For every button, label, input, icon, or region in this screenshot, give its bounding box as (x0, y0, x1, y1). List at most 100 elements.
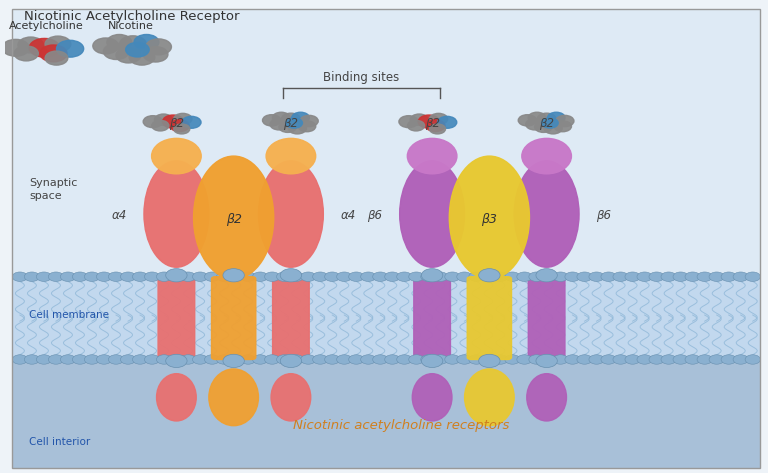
Circle shape (129, 49, 155, 65)
Circle shape (121, 355, 136, 364)
Circle shape (556, 115, 574, 127)
Circle shape (445, 355, 460, 364)
Circle shape (180, 355, 196, 364)
Ellipse shape (271, 374, 311, 421)
Text: Synaptic
space: Synaptic space (29, 177, 78, 201)
Circle shape (526, 119, 544, 130)
Circle shape (72, 355, 88, 364)
Circle shape (163, 115, 184, 128)
Circle shape (478, 269, 500, 282)
Circle shape (29, 38, 59, 57)
Text: Nicotinic Acetylcholine Receptor: Nicotinic Acetylcholine Receptor (24, 10, 239, 23)
Circle shape (745, 272, 760, 281)
Circle shape (36, 355, 51, 364)
Circle shape (721, 355, 737, 364)
FancyBboxPatch shape (414, 277, 451, 359)
Circle shape (429, 124, 445, 134)
Circle shape (157, 272, 172, 281)
Circle shape (217, 355, 232, 364)
Circle shape (410, 114, 429, 125)
Circle shape (535, 122, 552, 132)
Circle shape (529, 272, 544, 281)
Circle shape (528, 112, 546, 123)
FancyBboxPatch shape (211, 277, 256, 359)
Circle shape (240, 272, 256, 281)
Circle shape (286, 118, 303, 128)
Circle shape (613, 272, 628, 281)
FancyBboxPatch shape (528, 277, 565, 359)
Circle shape (661, 355, 677, 364)
Circle shape (280, 354, 302, 368)
Circle shape (565, 355, 580, 364)
FancyBboxPatch shape (12, 359, 760, 468)
Circle shape (108, 272, 124, 281)
Circle shape (577, 272, 592, 281)
Circle shape (298, 121, 316, 132)
Circle shape (589, 272, 604, 281)
Circle shape (300, 115, 318, 127)
Ellipse shape (527, 374, 567, 421)
Circle shape (685, 272, 700, 281)
Text: Nicotinic acetylcholine receptors: Nicotinic acetylcholine receptors (293, 419, 510, 432)
Circle shape (493, 355, 508, 364)
Ellipse shape (412, 374, 452, 421)
Circle shape (537, 113, 556, 125)
Circle shape (505, 272, 520, 281)
Circle shape (493, 272, 508, 281)
Circle shape (625, 272, 641, 281)
Circle shape (12, 355, 28, 364)
Circle shape (25, 272, 40, 281)
Circle shape (253, 355, 268, 364)
Circle shape (292, 112, 310, 123)
Circle shape (204, 355, 220, 364)
Circle shape (613, 355, 628, 364)
Circle shape (445, 272, 460, 281)
Circle shape (264, 355, 280, 364)
Circle shape (457, 272, 472, 281)
Circle shape (536, 269, 558, 282)
Circle shape (468, 355, 484, 364)
Circle shape (697, 272, 712, 281)
Circle shape (40, 45, 67, 62)
Circle shape (733, 272, 748, 281)
Circle shape (529, 355, 544, 364)
Circle shape (263, 114, 281, 126)
Circle shape (174, 114, 192, 125)
Ellipse shape (465, 369, 515, 426)
Circle shape (468, 272, 484, 281)
Circle shape (481, 355, 496, 364)
Circle shape (544, 123, 562, 134)
Ellipse shape (266, 138, 316, 174)
Text: Cell membrane: Cell membrane (29, 309, 109, 320)
Circle shape (270, 119, 288, 130)
Circle shape (72, 272, 88, 281)
Circle shape (152, 120, 169, 131)
Text: β2: β2 (169, 117, 184, 130)
Circle shape (745, 355, 760, 364)
Circle shape (14, 46, 38, 61)
Circle shape (325, 272, 340, 281)
Ellipse shape (521, 138, 571, 174)
Circle shape (180, 272, 196, 281)
Circle shape (143, 47, 168, 62)
Circle shape (709, 272, 724, 281)
Circle shape (601, 355, 616, 364)
Circle shape (397, 272, 412, 281)
Circle shape (25, 355, 40, 364)
FancyBboxPatch shape (467, 277, 511, 359)
Circle shape (429, 114, 448, 125)
Circle shape (154, 114, 173, 125)
Circle shape (601, 272, 616, 281)
Ellipse shape (144, 161, 209, 267)
Circle shape (121, 272, 136, 281)
Circle shape (589, 355, 604, 364)
Circle shape (84, 355, 100, 364)
Circle shape (174, 124, 190, 134)
Ellipse shape (151, 138, 201, 174)
Circle shape (649, 272, 664, 281)
Text: β2: β2 (283, 117, 299, 130)
Circle shape (300, 272, 316, 281)
Circle shape (385, 272, 400, 281)
Ellipse shape (209, 369, 259, 426)
Circle shape (108, 355, 124, 364)
